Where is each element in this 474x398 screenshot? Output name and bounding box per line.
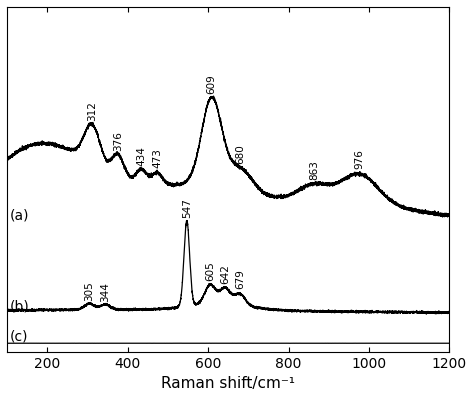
Text: 473: 473 [152, 148, 162, 168]
Text: 680: 680 [235, 144, 245, 164]
Text: 547: 547 [182, 198, 192, 218]
Text: (c): (c) [10, 330, 28, 343]
Text: 642: 642 [220, 264, 230, 284]
Text: 344: 344 [100, 282, 110, 302]
Text: 434: 434 [137, 146, 146, 166]
Text: 679: 679 [235, 269, 245, 289]
Text: 863: 863 [309, 160, 319, 180]
Text: 305: 305 [84, 281, 94, 300]
X-axis label: Raman shift/cm⁻¹: Raman shift/cm⁻¹ [161, 376, 295, 391]
Text: (a): (a) [10, 209, 30, 222]
Text: 376: 376 [113, 131, 123, 151]
Text: 976: 976 [355, 150, 365, 170]
Text: 312: 312 [87, 101, 97, 121]
Text: 605: 605 [205, 261, 215, 281]
Text: (b): (b) [10, 299, 30, 313]
Text: 609: 609 [207, 74, 217, 94]
